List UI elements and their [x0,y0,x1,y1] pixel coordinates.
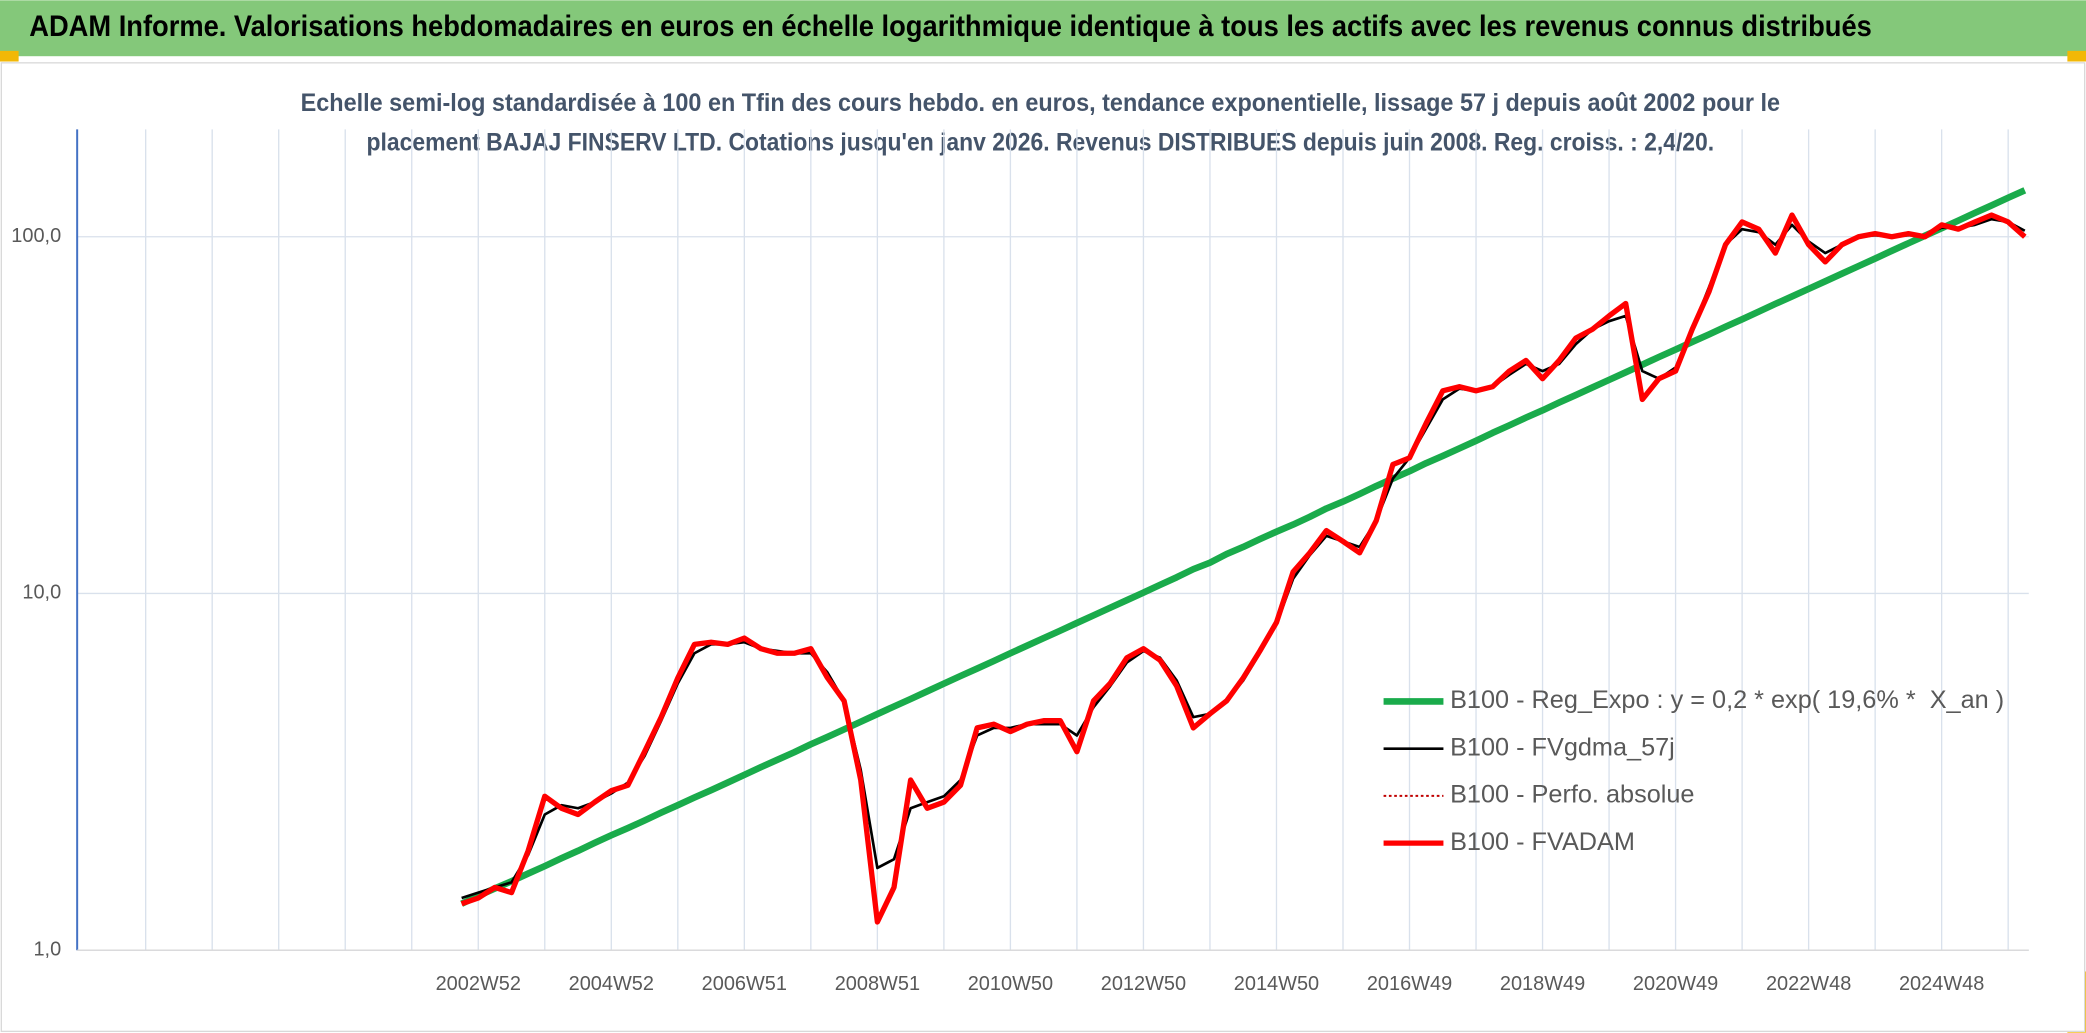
chart-title: ADAM Informe. Valorisations hebdomadaire… [29,11,1872,43]
x-tick-label: 2014W50 [1234,973,1319,995]
plot-lines [460,187,2027,925]
x-tick-label: 2008W51 [835,973,920,995]
x-tick-label: 2004W52 [569,973,654,995]
axes: 1,0 10,0 100,0 2002W52 2004W52 2006W51 2008W51… [11,129,2029,995]
legend-label: B100 - FVgdma_57j [1450,733,1675,761]
x-tick-label: 2024W48 [1899,973,1984,995]
x-tick-label: 2002W52 [436,973,521,995]
y-tick-label: 10,0 [22,582,61,604]
x-tick-label: 2016W49 [1367,973,1452,995]
chart-subtitle: placement BAJAJ FINSERV LTD. Cotations j… [367,129,1715,157]
x-tick-label: 2010W50 [968,973,1053,995]
x-tick-label: 2018W49 [1500,973,1585,995]
legend-label: B100 - Reg_Expo : y = 0,2 * exp( 19,6% *… [1450,686,2004,714]
legend-label: B100 - Perfo. absolue [1450,781,1694,809]
chart-frame [0,62,2086,1033]
corner-mark [2067,50,2086,62]
grid [77,129,2029,951]
y-tick-label: 1,0 [33,938,61,960]
x-tick-label: 2022W48 [1766,973,1851,995]
corner-mark [0,50,19,62]
legend: B100 - Reg_Expo : y = 0,2 * exp( 19,6% *… [1383,686,2004,856]
y-tick-label: 100,0 [11,225,61,247]
x-tick-label: 2006W51 [702,973,787,995]
legend-label: B100 - FVADAM [1450,828,1635,856]
series-line [460,187,2027,907]
series-line [460,212,2027,925]
x-tick-label: 2012W50 [1101,973,1186,995]
x-tick-label: 2020W49 [1633,973,1718,995]
chart-subtitle: Echelle semi-log standardisée à 100 en T… [301,89,1780,117]
header-bar [0,0,2086,57]
